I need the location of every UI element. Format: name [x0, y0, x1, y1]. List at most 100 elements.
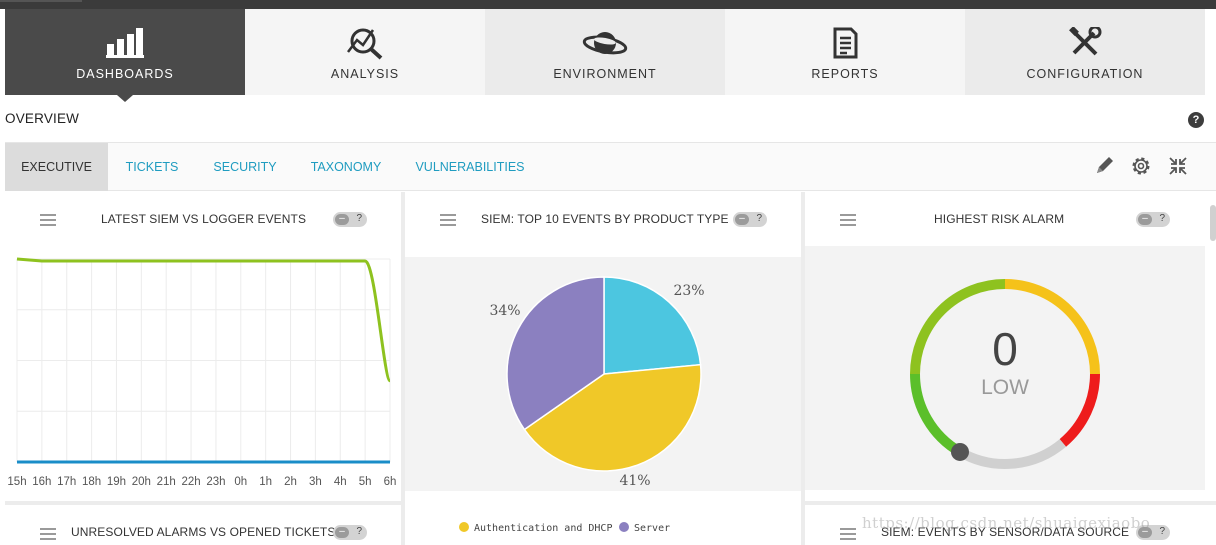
panel-title: SIEM: EVENTS BY SENSOR/DATA SOURCE: [881, 525, 1130, 539]
nav-label: ENVIRONMENT: [553, 67, 657, 81]
x-tick-label: 2h: [284, 476, 297, 488]
menu-icon[interactable]: [440, 214, 456, 226]
scrollbar[interactable]: [1210, 205, 1216, 241]
legend-swatch: [619, 522, 629, 532]
line-chart: 15h 16h 17h 18h 19h 20h 21h 22h 23h 0h 1h 2h 3h 4h 5h 6…: [7, 257, 397, 488]
x-tick-label: 4h: [334, 476, 347, 488]
help-icon: ?: [1159, 213, 1165, 224]
nav-tab-reports[interactable]: REPORTS: [725, 9, 965, 95]
legend-swatch: [459, 522, 469, 532]
x-tick-label: 19h: [107, 476, 126, 488]
panel-title: UNRESOLVED ALARMS VS OPENED TICKETS: [71, 525, 336, 539]
slice-label: 34%: [489, 303, 520, 319]
dashboard-grid: LATEST SIEM VS LOGGER EVENTS –? 15h 16h 17…: [5, 192, 1216, 545]
help-icon: ?: [756, 213, 762, 224]
minimize-icon: –: [335, 527, 349, 538]
panel-latest-siem-vs-logger: LATEST SIEM VS LOGGER EVENTS –? 15h 16h 17…: [5, 192, 401, 501]
panel-top-10-events: SIEM: TOP 10 EVENTS BY PRODUCT TYPE –? 2…: [405, 192, 801, 501]
help-icon: ?: [356, 213, 362, 224]
legend-label: Authentication and DHCP: [474, 523, 613, 534]
watermark: https://blog.csdn.net/shuaigexiaobo: [862, 514, 1151, 532]
x-tick-label: 1h: [259, 476, 272, 488]
collapse-icon[interactable]: [1168, 155, 1188, 179]
gauge-segment: [910, 279, 1006, 375]
slice-label: 41%: [619, 473, 650, 489]
help-icon: ?: [356, 526, 362, 537]
nav-label: DASHBOARDS: [76, 67, 174, 81]
menu-icon[interactable]: [40, 214, 56, 226]
series-line: [16, 257, 392, 383]
minimize-icon: –: [1138, 527, 1152, 538]
x-tick-label: 22h: [181, 476, 200, 488]
nav-label: ANALYSIS: [330, 67, 400, 81]
panel-unresolved-alarms: UNRESOLVED ALARMS VS OPENED TICKETS –?: [5, 505, 401, 545]
page-title: OVERVIEW: [5, 111, 80, 126]
panel-highest-risk-alarm: HIGHEST RISK ALARM –? 0 LOW: [805, 192, 1216, 501]
x-tick-label: 15h: [7, 476, 26, 488]
slice-label: 23%: [673, 283, 704, 299]
x-tick-label: 0h: [234, 476, 247, 488]
minimize-icon: –: [735, 214, 749, 225]
magnifier-chart-icon: [342, 25, 388, 61]
panel-toggle[interactable]: –?: [333, 212, 367, 227]
gauge-segment: [1059, 373, 1100, 447]
panel-events-by-sensor: SIEM: EVENTS BY SENSOR/DATA SOURCE –?: [805, 505, 1216, 545]
browser-tab: [0, 0, 82, 2]
tab-taxonomy[interactable]: TAXONOMY: [310, 160, 382, 174]
legend-item: Authentication and DHCP: [459, 522, 612, 534]
x-tick-label: 5h: [359, 476, 372, 488]
nav-tab-analysis[interactable]: ANALYSIS: [245, 9, 485, 95]
x-tick-label: 20h: [132, 476, 151, 488]
risk-level: LOW: [981, 376, 1029, 399]
pie-slice: [506, 276, 605, 431]
nav-tab-environment[interactable]: ENVIRONMENT: [485, 9, 725, 95]
x-tick-label: 16h: [32, 476, 51, 488]
gauge-segment: [910, 373, 963, 457]
pie-legend-area: Authentication and DHCP Server: [405, 501, 801, 545]
gauge-area: 0 LOW: [805, 246, 1205, 490]
panel-toggle[interactable]: –?: [1136, 212, 1170, 227]
tab-tickets[interactable]: TICKETS: [125, 160, 179, 174]
gauge-segment: [1004, 279, 1100, 375]
tools-icon: [1062, 25, 1108, 61]
panel-title: LATEST SIEM VS LOGGER EVENTS: [101, 212, 307, 226]
menu-icon[interactable]: [840, 214, 856, 226]
x-tick-label: 21h: [157, 476, 176, 488]
planet-icon: [582, 25, 628, 61]
panel-title: SIEM: TOP 10 EVENTS BY PRODUCT TYPE: [481, 212, 729, 226]
x-tick-label: 18h: [82, 476, 101, 488]
help-icon[interactable]: ?: [1188, 112, 1204, 128]
gear-icon[interactable]: [1130, 155, 1152, 179]
legend-label: Server: [634, 523, 671, 534]
legend-item: Server: [619, 522, 670, 534]
sub-nav: EXECUTIVE TICKETS SECURITY TAXONOMY VULN…: [5, 142, 1216, 191]
risk-value: 0: [992, 323, 1018, 375]
bar-chart-icon: [102, 25, 148, 61]
gauge-needle: [951, 442, 969, 461]
panel-toggle[interactable]: –?: [1136, 525, 1170, 540]
nav-tab-configuration[interactable]: CONFIGURATION: [965, 9, 1205, 95]
tab-vulnerabilities[interactable]: VULNERABILITIES: [415, 160, 525, 174]
menu-icon[interactable]: [840, 528, 856, 540]
tab-security[interactable]: SECURITY: [213, 160, 277, 174]
panel-title: HIGHEST RISK ALARM: [934, 212, 1065, 226]
nav-label: REPORTS: [811, 67, 879, 81]
top-strip: [0, 0, 1216, 9]
nav-label: CONFIGURATION: [1026, 67, 1144, 81]
nav-tab-dashboards[interactable]: DASHBOARDS: [5, 9, 245, 95]
document-icon: [822, 25, 868, 61]
pie-slice: [603, 276, 702, 375]
gauge-track: [957, 439, 1067, 469]
tab-executive[interactable]: EXECUTIVE: [5, 143, 108, 191]
pencil-icon[interactable]: [1094, 155, 1114, 179]
x-tick-label: 6h: [384, 476, 397, 488]
pie-slice: [523, 363, 702, 472]
x-tick-label: 17h: [57, 476, 76, 488]
main-nav: DASHBOARDS ANALYSIS ENVIRONMENT REPORTS …: [5, 9, 1216, 95]
panel-toggle[interactable]: –?: [733, 212, 767, 227]
menu-icon[interactable]: [40, 528, 56, 540]
risk-gauge: [910, 279, 1100, 469]
minimize-icon: –: [1138, 214, 1152, 225]
panel-header: SIEM: TOP 10 EVENTS BY PRODUCT TYPE –?: [405, 192, 801, 244]
panel-toggle[interactable]: –?: [333, 525, 367, 540]
